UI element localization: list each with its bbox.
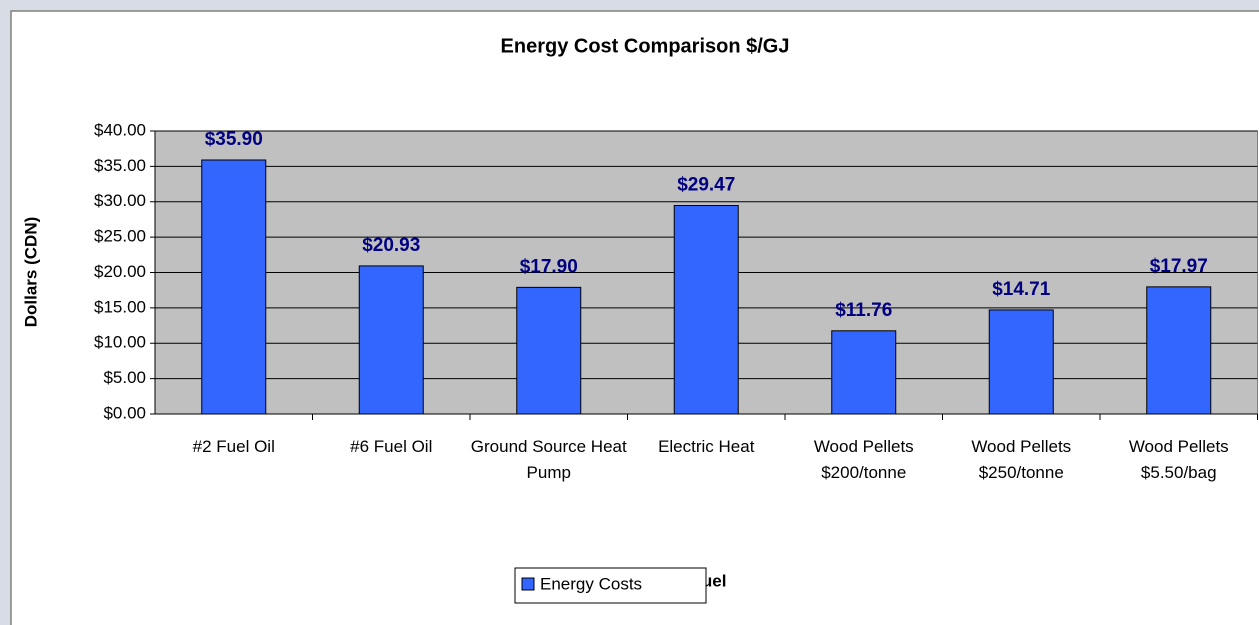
bar (201, 159, 267, 415)
y-tick-label: $35.00 (94, 156, 146, 175)
legend-swatch (521, 577, 535, 591)
y-tick-label: $5.00 (103, 368, 146, 387)
data-label: $35.90 (205, 129, 263, 150)
data-label: $17.97 (1150, 256, 1208, 277)
data-label: $29.47 (677, 175, 735, 196)
data-label: $14.71 (992, 279, 1051, 300)
data-label: $20.93 (362, 235, 420, 256)
data-label: $11.76 (835, 300, 892, 321)
x-tick-label: Ground Source Heat Pump (470, 437, 627, 482)
x-tick-label: Wood Pellets $250/tonne (971, 437, 1072, 482)
x-tick-label: Wood Pellets $5.50/bag (1128, 437, 1229, 482)
chart-title: Energy Cost Comparison $/GJ (501, 35, 790, 57)
y-tick-label: $30.00 (94, 191, 146, 210)
bar (1146, 286, 1212, 415)
x-tick-label: #2 Fuel Oil (192, 437, 275, 456)
y-axis-label: Dollars (CDN) (21, 217, 40, 328)
legend-box (514, 567, 707, 604)
y-tick-label: $10.00 (94, 333, 146, 352)
bar (516, 286, 582, 415)
data-label: $17.90 (520, 256, 578, 277)
x-tick-label: #6 Fuel Oil (350, 437, 433, 456)
legend-label: Energy Costs (540, 574, 642, 593)
bar (988, 309, 1054, 415)
x-tick-label: Electric Heat (658, 437, 755, 456)
bar (358, 265, 424, 415)
bar (673, 204, 739, 415)
y-tick-label: $15.00 (94, 297, 146, 316)
y-tick-label: $0.00 (103, 403, 146, 422)
y-tick-label: $40.00 (94, 120, 146, 139)
y-tick-label: $20.00 (94, 262, 146, 281)
bar (831, 330, 897, 415)
x-tick-label: Wood Pellets $200/tonne (813, 437, 914, 482)
y-tick-label: $25.00 (94, 227, 146, 246)
